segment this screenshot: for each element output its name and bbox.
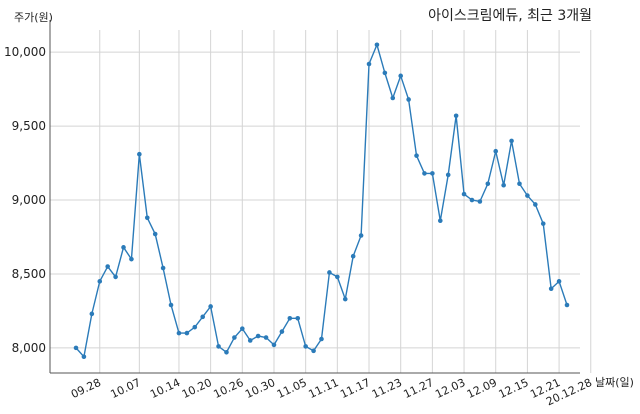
data-point	[453, 113, 459, 119]
data-point	[232, 335, 237, 340]
data-point	[422, 171, 427, 176]
data-point	[81, 354, 87, 360]
data-point	[216, 344, 221, 349]
x-tick-label: 10.26	[212, 376, 246, 401]
data-point	[176, 330, 182, 336]
data-point	[168, 302, 174, 308]
data-point	[97, 279, 103, 284]
data-point	[121, 245, 126, 250]
data-point	[137, 151, 142, 157]
x-axis-label: 날짜(일)	[595, 375, 634, 389]
x-tick-label: 09.28	[69, 376, 103, 401]
x-tick-label: 10.20	[180, 376, 214, 401]
data-point	[303, 344, 308, 349]
x-tick-label: 12.03	[433, 376, 467, 401]
data-point	[382, 70, 388, 76]
y-tick-label: 9,000	[12, 193, 46, 207]
axes	[49, 20, 580, 374]
x-tick-label: 11.27	[402, 376, 436, 401]
data-point	[287, 315, 293, 321]
data-point	[350, 253, 356, 259]
data-point	[525, 193, 530, 198]
data-point	[89, 311, 95, 317]
data-point	[113, 274, 118, 280]
data-point	[295, 315, 301, 321]
data-point	[374, 42, 380, 48]
data-point	[319, 336, 324, 342]
grid	[50, 30, 592, 373]
data-point	[366, 61, 372, 67]
chart-title: 아이스크림에듀, 최근 3개월	[428, 8, 592, 24]
data-point	[556, 279, 562, 284]
data-point	[255, 333, 261, 339]
data-point	[509, 138, 514, 144]
x-tick-label: 11.17	[338, 376, 372, 401]
data-point	[105, 264, 110, 269]
y-tick-label: 8,000	[12, 341, 46, 355]
data-point	[485, 181, 491, 187]
data-point	[469, 197, 475, 203]
data-point	[430, 171, 435, 176]
y-tick-label: 8,500	[12, 267, 46, 281]
data-point	[548, 286, 554, 292]
data-point	[493, 148, 499, 154]
y-tick-label: 9,500	[12, 119, 46, 133]
y-tick-label: 10,000	[4, 45, 46, 59]
data-point	[342, 296, 348, 302]
data-point	[477, 199, 483, 204]
data-point	[335, 274, 340, 280]
data-point	[517, 181, 522, 187]
data-point	[200, 314, 206, 320]
x-tick-label: 12.15	[497, 376, 531, 401]
x-tick-label: 10.30	[243, 376, 277, 401]
y-tick-labels: 8,000 8,500 9,000 9,500 10,000	[4, 45, 46, 355]
x-tick-label: 11.23	[370, 376, 404, 401]
data-point	[390, 95, 396, 101]
x-tick-label: 10.07	[109, 376, 143, 401]
series	[73, 42, 570, 360]
data-point	[540, 221, 546, 226]
data-point	[358, 233, 364, 238]
data-point	[398, 73, 403, 79]
data-point	[271, 342, 277, 348]
data-point	[129, 256, 134, 262]
data-point	[144, 215, 150, 221]
data-point	[406, 97, 411, 102]
data-point	[160, 265, 166, 271]
data-point	[501, 182, 506, 188]
data-point	[152, 231, 158, 237]
data-point	[263, 335, 269, 340]
data-point	[311, 348, 316, 354]
y-axis-label: 주가(원)	[14, 11, 53, 24]
data-point	[327, 270, 332, 275]
data-point	[533, 202, 538, 207]
data-point	[279, 329, 285, 334]
data-point	[461, 191, 467, 197]
data-point	[247, 338, 253, 343]
data-point	[73, 345, 79, 351]
data-point	[445, 172, 451, 178]
data-point	[184, 330, 190, 336]
x-tick-label: 10.14	[148, 376, 182, 401]
x-tick-label: 12.09	[465, 376, 499, 401]
x-tick-label: 11.11	[307, 376, 341, 401]
data-point	[564, 302, 570, 308]
data-point	[240, 326, 245, 331]
data-point	[437, 218, 443, 224]
data-point	[192, 324, 198, 330]
data-point	[414, 153, 419, 158]
x-tick-labels: 09.28 10.07 10.1410.2010.2610.3011.0511.11…	[69, 376, 594, 408]
data-point	[224, 350, 229, 355]
price-series-line	[75, 42, 568, 359]
x-tick-label: 11.05	[275, 376, 309, 401]
data-point	[208, 304, 213, 309]
